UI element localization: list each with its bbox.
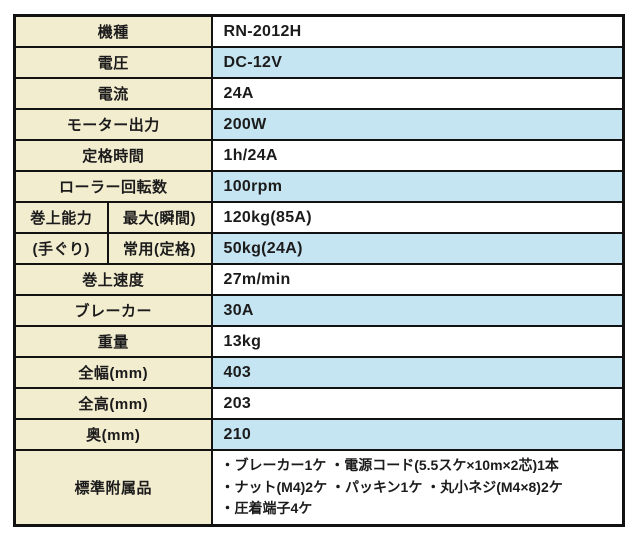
row-value-weight: 13kg: [210, 325, 625, 358]
table-row-motor-output: モーター出力 200W: [13, 108, 625, 141]
table-row-roller-rpm: ローラー回転数 100rpm: [13, 170, 625, 203]
row-label-weight: 重量: [13, 325, 213, 358]
row-value-depth: 210: [210, 418, 625, 451]
table-row-hoist-speed: 巻上速度 27m/min: [13, 263, 625, 296]
row-label-height: 全高(mm): [13, 387, 213, 420]
row-label-hoist-group: 巻上能力: [13, 201, 109, 234]
row-value-hoist-speed: 27m/min: [210, 263, 625, 296]
row-value-height: 203: [210, 387, 625, 420]
row-label-motor-output: モーター出力: [13, 108, 213, 141]
row-label-voltage: 電圧: [13, 46, 213, 79]
row-label-hoist-rated: 常用(定格): [106, 232, 213, 265]
row-value-width: 403: [210, 356, 625, 389]
row-label-breaker: ブレーカー: [13, 294, 213, 327]
row-label-rated-time: 定格時間: [13, 139, 213, 172]
row-label-accessories: 標準附属品: [13, 449, 213, 527]
row-label-roller-rpm: ローラー回転数: [13, 170, 213, 203]
row-label-width: 全幅(mm): [13, 356, 213, 389]
row-value-roller-rpm: 100rpm: [210, 170, 625, 203]
table-row-voltage: 電圧 DC-12V: [13, 46, 625, 79]
table-row-hoist-rated: (手ぐり) 常用(定格) 50kg(24A): [13, 232, 625, 265]
row-value-hoist-rated: 50kg(24A): [210, 232, 625, 265]
row-label-hoist-group2: (手ぐり): [13, 232, 109, 265]
row-label-hoist-max: 最大(瞬間): [106, 201, 213, 234]
table-row-rated-time: 定格時間 1h/24A: [13, 139, 625, 172]
table-row-depth: 奥(mm) 210: [13, 418, 625, 451]
table-row-height: 全高(mm) 203: [13, 387, 625, 420]
row-value-hoist-max: 120kg(85A): [210, 201, 625, 234]
spec-table: 機種 RN-2012H 電圧 DC-12V 電流 24A モーター出力 200W…: [13, 14, 625, 528]
accessories-line-3: ・圧着端子4ケ: [220, 500, 313, 517]
row-value-model: RN-2012H: [210, 14, 625, 48]
row-label-current: 電流: [13, 77, 213, 110]
table-row-width: 全幅(mm) 403: [13, 356, 625, 389]
table-row-hoist-max: 巻上能力 最大(瞬間) 120kg(85A): [13, 201, 625, 234]
table-row-breaker: ブレーカー 30A: [13, 294, 625, 327]
row-value-rated-time: 1h/24A: [210, 139, 625, 172]
table-row-weight: 重量 13kg: [13, 325, 625, 358]
row-label-model: 機種: [13, 14, 213, 48]
accessories-line-2: ・ナット(M4)2ケ ・パッキン1ケ ・丸小ネジ(M4×8)2ケ: [220, 478, 563, 495]
row-value-current: 24A: [210, 77, 625, 110]
table-row-current: 電流 24A: [13, 77, 625, 110]
row-label-hoist-speed: 巻上速度: [13, 263, 213, 296]
row-value-motor-output: 200W: [210, 108, 625, 141]
row-label-depth: 奥(mm): [13, 418, 213, 451]
row-value-voltage: DC-12V: [210, 46, 625, 79]
table-row-model: 機種 RN-2012H: [13, 14, 625, 48]
row-value-accessories: ・ブレーカー1ケ ・電源コード(5.5スケ×10m×2芯)1本 ・ナット(M4)…: [210, 449, 625, 527]
row-value-breaker: 30A: [210, 294, 625, 327]
accessories-line-1: ・ブレーカー1ケ ・電源コード(5.5スケ×10m×2芯)1本: [220, 457, 559, 473]
table-row-accessories: 標準附属品 ・ブレーカー1ケ ・電源コード(5.5スケ×10m×2芯)1本 ・ナ…: [13, 449, 625, 527]
